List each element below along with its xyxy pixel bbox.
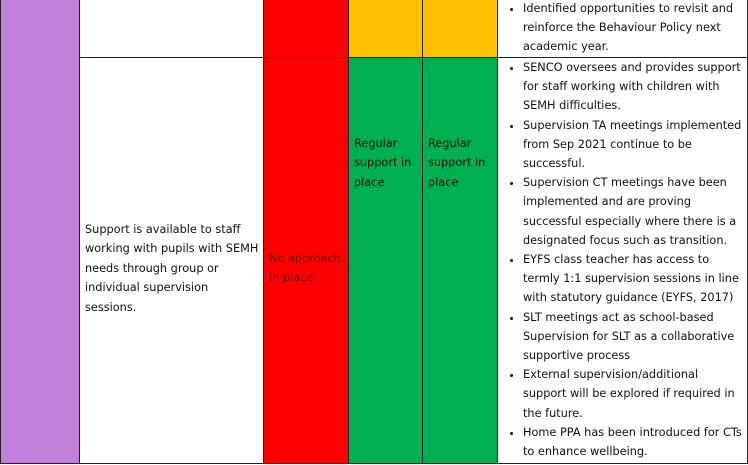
bullet-list: Identified opportunities to revisit and … (498, 0, 747, 57)
bullet-list: SENCO oversees and provides support for … (498, 58, 747, 461)
bullet: EYFS class teacher has access to termly … (523, 250, 747, 308)
notes-cell: SENCO oversees and provides support for … (498, 58, 748, 464)
amber-cell (349, 0, 423, 58)
bullet: External supervision/additional support … (523, 365, 747, 423)
bullet: SENCO oversees and provides support for … (523, 58, 747, 116)
amber-cell (423, 0, 498, 58)
status: No approach in place (269, 252, 341, 285)
red-cell (264, 0, 349, 58)
notes-cell: Identified opportunities to revisit and … (498, 0, 748, 58)
bullet: Supervision CT meetings have been implem… (523, 173, 747, 250)
red-cell: No approach in place (264, 58, 349, 464)
purple-column (0, 0, 80, 464)
bullet: Home PPA has been introduced for CTs to … (523, 423, 747, 461)
bullet: Supervision TA meetings implemented from… (523, 116, 747, 174)
bullet: SLT meetings act as school-based Supervi… (523, 308, 747, 366)
status: Regular support in place (354, 137, 412, 189)
description-cell: Support is available to staff working wi… (80, 58, 264, 464)
green-cell: Regular support in place (423, 58, 498, 464)
description: Support is available to staff working wi… (85, 223, 259, 314)
bullet: Identified opportunities to revisit and … (523, 0, 747, 57)
cell (80, 0, 264, 58)
status: Regular support in place (428, 137, 486, 189)
green-cell: Regular support in place (349, 58, 423, 464)
